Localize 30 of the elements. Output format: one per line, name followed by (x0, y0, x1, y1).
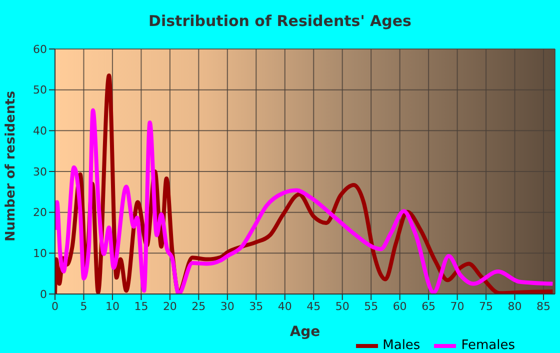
x-tick-label: 65 (422, 300, 436, 313)
chart-title: Distribution of Residents' Ages (148, 12, 412, 30)
x-axis-title: Age (290, 324, 320, 340)
x-tick-label: 60 (392, 300, 407, 313)
x-tick-label: 25 (192, 300, 206, 313)
y-tick-label: 30 (33, 165, 47, 178)
x-tick-label: 5 (80, 300, 88, 313)
y-tick-label: 50 (33, 84, 47, 97)
x-tick-label: 45 (306, 300, 321, 313)
x-tick-label: 10 (105, 300, 120, 313)
x-tick-label: 40 (278, 300, 292, 313)
y-axis-title: Number of residents (4, 90, 19, 242)
legend-label: Males (382, 338, 420, 353)
x-tick-label: 30 (220, 300, 234, 313)
x-tick-label: 20 (162, 300, 177, 313)
x-tick-label: 50 (335, 300, 350, 313)
y-tick-label: 20 (33, 206, 47, 220)
x-tick-label: 75 (479, 300, 494, 313)
x-tick-label: 15 (134, 300, 148, 313)
y-tick-label: 10 (33, 247, 47, 260)
y-tick-label: 60 (33, 42, 47, 56)
y-tick-label: 0 (40, 288, 47, 301)
legend-label: Females (461, 338, 515, 353)
x-tick-label: 35 (249, 300, 264, 313)
y-tick-label: 40 (33, 124, 47, 138)
x-tick-label: 0 (52, 300, 58, 313)
x-tick-label: 55 (364, 300, 378, 313)
x-tick-label: 85 (536, 300, 551, 313)
x-tick-label: 70 (450, 300, 464, 313)
x-tick-label: 80 (508, 300, 522, 313)
